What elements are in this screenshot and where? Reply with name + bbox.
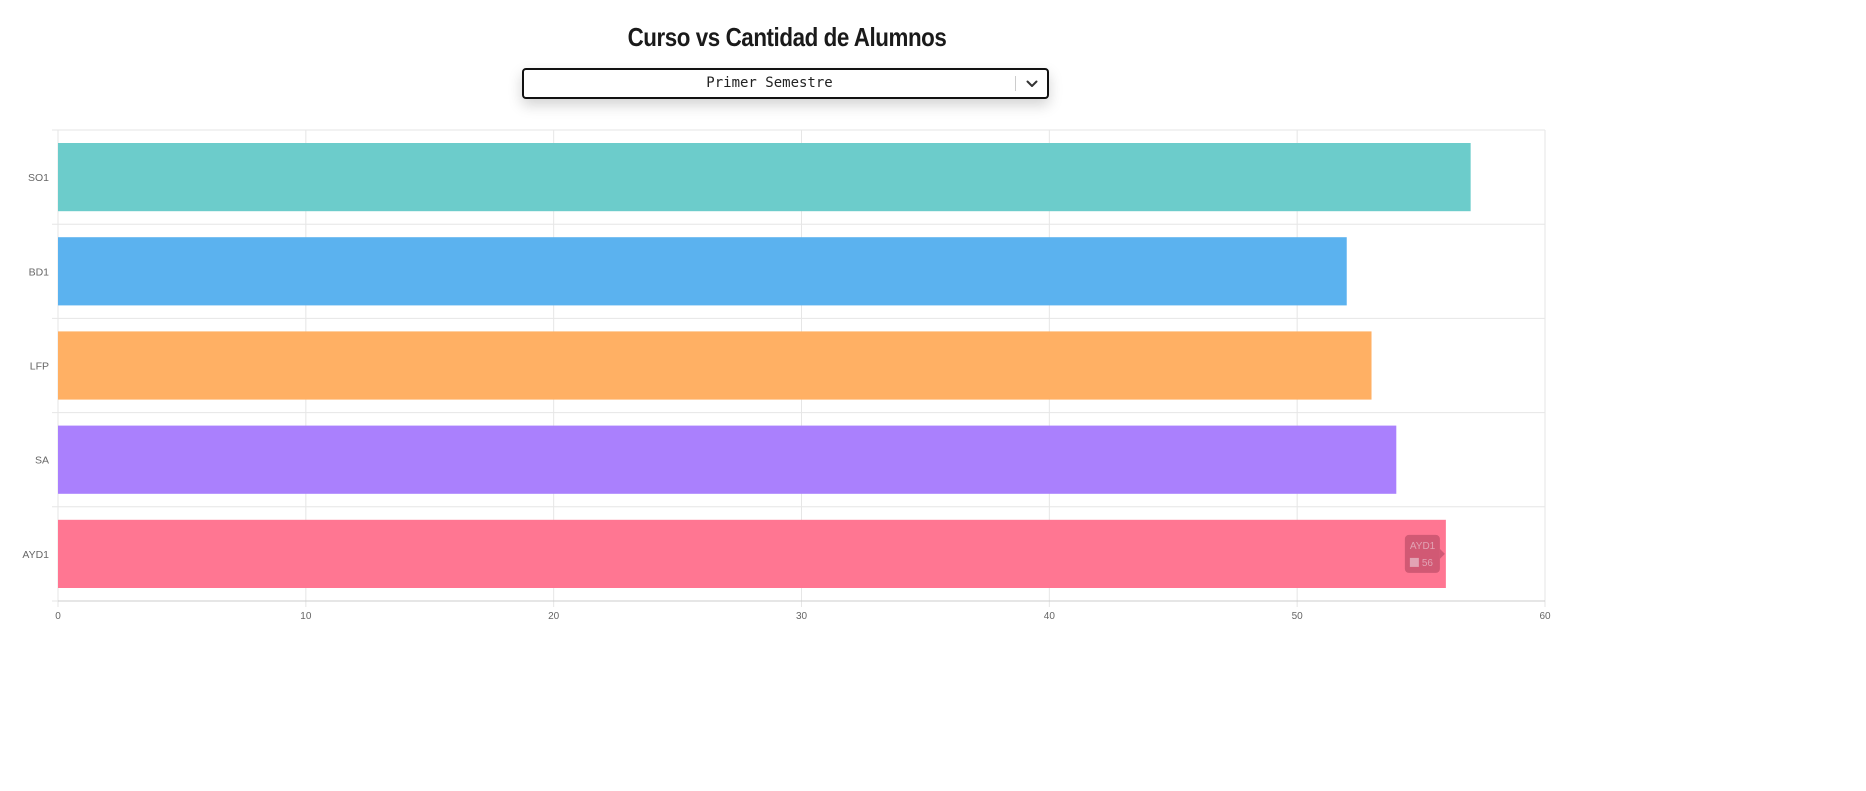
chevron-down-icon[interactable] xyxy=(1025,77,1039,91)
chart-axes: SO1 BD1 LFP SA AYD1 0 10 20 30 40 50 60 xyxy=(22,172,1551,622)
select-separator xyxy=(1015,76,1016,91)
tooltip-title: AYD1 xyxy=(1410,541,1436,552)
chart-tooltip: AYD1 56 xyxy=(1404,534,1445,573)
bar-sa[interactable] xyxy=(58,425,1397,494)
category-label: LFP xyxy=(30,361,49,373)
chart-bars xyxy=(58,143,1471,588)
tooltip-value: 56 xyxy=(1422,558,1434,569)
bar-ayd1[interactable] xyxy=(58,519,1446,588)
x-tick-label: 20 xyxy=(548,611,560,622)
x-tick-label: 50 xyxy=(1292,611,1304,622)
semester-select[interactable]: Primer Semestre xyxy=(522,68,1049,99)
bar-lfp[interactable] xyxy=(58,331,1372,400)
x-tick-label: 60 xyxy=(1539,611,1551,622)
tooltip-swatch xyxy=(1409,557,1419,567)
x-tick-label: 40 xyxy=(1044,611,1056,622)
bar-bd1[interactable] xyxy=(58,237,1347,306)
semester-select-value: Primer Semestre xyxy=(706,75,833,91)
category-label: SA xyxy=(35,455,49,467)
category-label: BD1 xyxy=(29,266,50,278)
tooltip-caret xyxy=(1439,548,1445,559)
bar-so1[interactable] xyxy=(58,143,1471,212)
page-title: Curso vs Cantidad de Alumnos xyxy=(627,22,947,52)
category-label: AYD1 xyxy=(22,549,49,561)
x-tick-label: 30 xyxy=(796,611,808,622)
x-tick-label: 0 xyxy=(55,611,61,622)
x-tick-label: 10 xyxy=(300,611,312,622)
category-label: SO1 xyxy=(28,172,49,184)
